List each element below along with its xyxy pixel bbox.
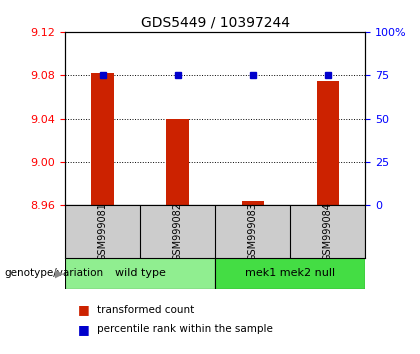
Bar	[317, 81, 339, 205]
Bar	[92, 73, 114, 205]
Text: mek1 mek2 null: mek1 mek2 null	[245, 268, 336, 279]
Text: ▶: ▶	[55, 268, 63, 279]
Text: ■: ■	[78, 303, 90, 316]
Text: genotype/variation: genotype/variation	[4, 268, 103, 279]
Text: ■: ■	[78, 323, 90, 336]
Text: wild type: wild type	[115, 268, 165, 279]
Text: percentile rank within the sample: percentile rank within the sample	[97, 324, 273, 334]
Text: transformed count: transformed count	[97, 305, 194, 315]
Text: GSM999083: GSM999083	[248, 202, 258, 261]
Bar	[241, 201, 264, 205]
Text: GSM999084: GSM999084	[323, 202, 333, 261]
Text: GSM999082: GSM999082	[173, 202, 183, 261]
Bar	[65, 258, 215, 289]
Bar	[166, 119, 189, 205]
Bar	[215, 258, 365, 289]
Text: GSM999081: GSM999081	[97, 202, 108, 261]
Title: GDS5449 / 10397244: GDS5449 / 10397244	[141, 15, 290, 29]
